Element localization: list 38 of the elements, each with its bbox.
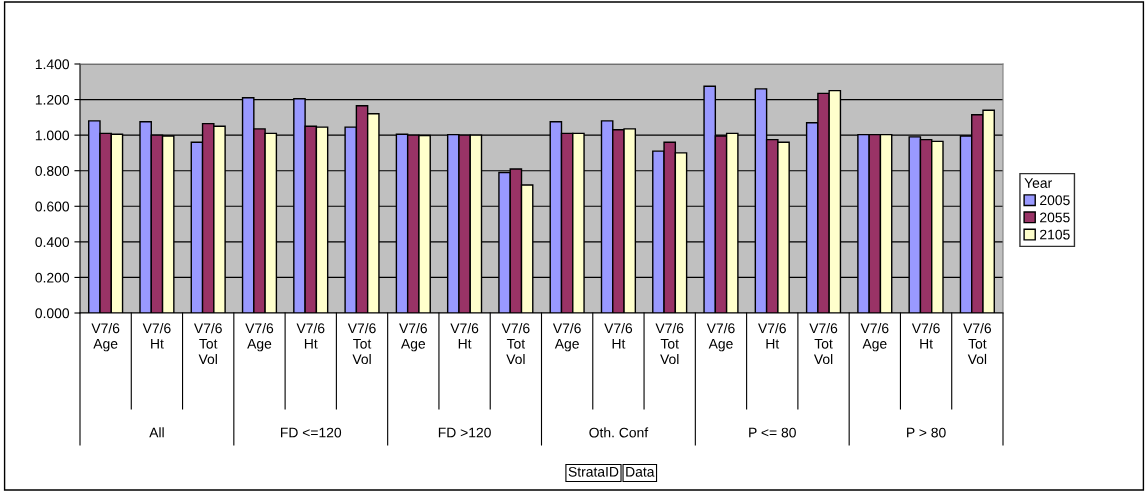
x-tick-label: V7/6 Age (706, 322, 735, 352)
y-tick-label: 1.400 (35, 59, 70, 70)
y-tick-label: 0.000 (35, 308, 70, 319)
text: Data (626, 467, 655, 477)
y-tick-label: 1.200 (35, 94, 70, 105)
x-tick-label: V7/6 Tot Vol (193, 322, 222, 365)
legend-label: 2105 (1040, 229, 1070, 240)
legend-label: 2005 (1040, 195, 1070, 206)
legend-title: Year (1024, 178, 1052, 188)
x-tick-label: V7/6 Ht (604, 322, 633, 349)
y-tick-label: 0.200 (35, 272, 70, 283)
x-tick-label: V7/6 Ht (450, 322, 479, 349)
text: Oth. Conf (589, 427, 649, 438)
x-tick-label: V7/6 Ht (758, 322, 786, 349)
x-tick-label: V7/6 Tot Vol (809, 322, 838, 365)
x-tick-label: V7/6 Age (91, 322, 120, 352)
legend-label: 2055 (1040, 212, 1070, 223)
text: All (149, 427, 164, 438)
y-tick-label: 1.000 (35, 130, 70, 141)
x-tick-label: V7/6 Age (399, 322, 427, 352)
x-tick-label: V7/6 Tot Vol (963, 322, 992, 365)
x-tick-label: V7/6 Age (552, 322, 581, 352)
x-tick-label: V7/6 Tot Vol (501, 322, 530, 365)
x-tick-label: V7/6 Age (245, 322, 274, 352)
y-tick-label: 0.600 (35, 201, 70, 212)
y-tick-label: 0.800 (35, 166, 70, 176)
text: P <= 80 (749, 427, 796, 438)
x-tick-label: V7/6 Tot Vol (347, 322, 376, 365)
x-tick-label: V7/6 Ht (911, 322, 940, 349)
text: P > 80 (907, 427, 946, 438)
x-tick-label: V7/6 Ht (142, 322, 171, 349)
x-tick-label: V7/6 Age (860, 322, 889, 352)
text: FD >120 (438, 427, 491, 438)
x-tick-label: V7/6 Ht (296, 322, 325, 349)
text: FD <=120 (281, 427, 342, 438)
x-tick-label: V7/6 Tot Vol (655, 322, 684, 365)
y-tick-label: 0.400 (35, 237, 70, 248)
text: StrataID (568, 466, 619, 477)
